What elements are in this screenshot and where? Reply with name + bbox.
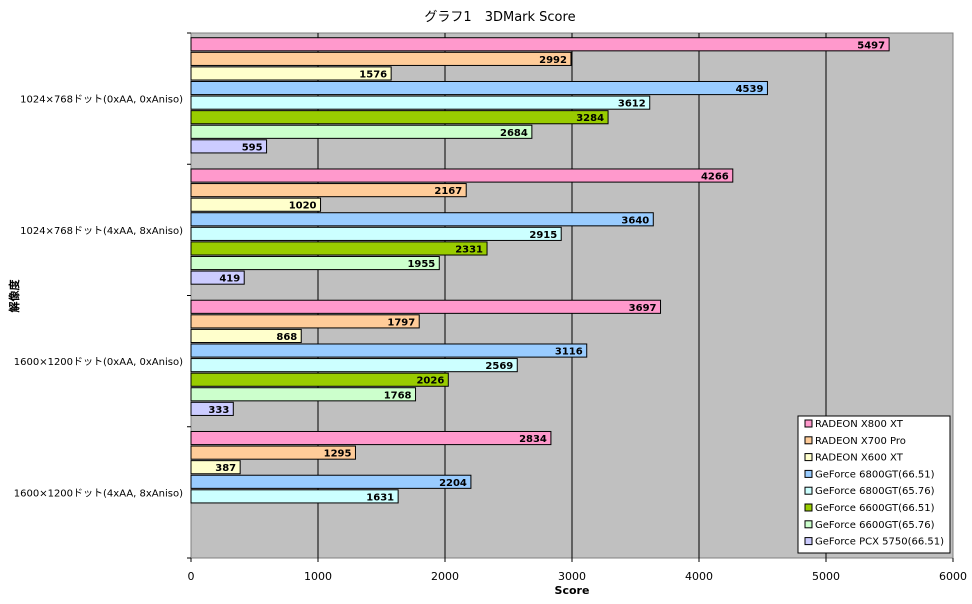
bar-value-label: 4539 (736, 84, 764, 95)
bar-value-label: 333 (208, 405, 229, 416)
bar-value-label: 3116 (555, 347, 583, 358)
legend-label: RADEON X600 XT (815, 453, 904, 464)
legend-swatch (804, 469, 813, 478)
legend-swatch (804, 419, 813, 428)
bar-value-label: 3697 (629, 303, 657, 314)
legend-label: GeForce 6800GT(66.51) (815, 469, 935, 480)
bar (190, 226, 562, 241)
bar (190, 139, 268, 154)
bar-value-label: 5497 (857, 40, 885, 51)
bar (190, 358, 518, 373)
bar-value-label: 1797 (387, 317, 415, 328)
bar (190, 197, 322, 212)
bar-value-label: 1576 (359, 69, 387, 80)
bar (190, 168, 734, 183)
legend-label: GeForce 6600GT(65.76) (815, 520, 935, 531)
bar (190, 314, 420, 329)
bar-value-label: 595 (242, 142, 263, 153)
bar (190, 299, 662, 314)
legend-label: RADEON X800 XT (815, 419, 904, 430)
legend-label: GeForce PCX 5750(66.51) (815, 537, 944, 548)
bar-value-label: 2834 (519, 434, 547, 445)
y-category-label: 1600×1200ドット(0xAA, 0xAniso) (14, 357, 183, 368)
bar (190, 343, 588, 358)
bar (190, 95, 651, 110)
bar (190, 255, 440, 271)
bar-value-label: 1295 (324, 449, 352, 460)
bar-value-label: 2331 (455, 244, 483, 255)
bar (190, 183, 467, 198)
x-tick-label: 6000 (939, 570, 967, 583)
bar (190, 51, 572, 66)
x-tick-label: 3000 (558, 570, 586, 583)
bar (190, 430, 552, 446)
bar-value-label: 2684 (500, 128, 528, 139)
bar (190, 328, 302, 344)
bar-value-label: 1955 (407, 259, 435, 270)
bar-value-label: 387 (215, 463, 236, 474)
bar (190, 124, 533, 139)
bar-value-label: 868 (276, 332, 297, 343)
bar-value-label: 2026 (416, 376, 444, 387)
bar-value-label: 3612 (618, 99, 646, 110)
legend: RADEON X800 XT RADEON X700 Pro RADEON X600… (797, 415, 951, 554)
bar (190, 66, 392, 81)
bar-value-label: 2915 (529, 230, 557, 241)
bars: 5497 2992 1576 4539 3612 3284 2684 595 4266 2167 1… (190, 37, 890, 504)
x-axis-title: Score (555, 584, 590, 597)
bar (190, 445, 356, 460)
y-category-label: 1024×768ドット(4xAA, 8xAniso) (20, 226, 183, 237)
bar (190, 387, 417, 402)
x-axis-ticks: 0 1000 2000 3000 4000 5000 6000 (188, 558, 967, 583)
legend-label: GeForce 6600GT(66.51) (815, 503, 935, 514)
bar (190, 212, 654, 227)
legend-label: GeForce 6800GT(65.76) (815, 486, 935, 497)
bar (190, 372, 449, 387)
bar-value-label: 3284 (576, 113, 604, 124)
x-tick-label: 2000 (431, 570, 459, 583)
legend-swatch (804, 486, 813, 495)
legend-swatch (804, 503, 813, 512)
y-axis-categories: 1024×768ドット(0xAA, 0xAniso) 1024×768ドット(4x… (14, 32, 191, 559)
bar (190, 80, 768, 96)
bar-value-label: 2204 (439, 478, 467, 489)
chart-title: グラフ1 3DMark Score (424, 10, 575, 25)
bar-value-label: 2167 (434, 186, 462, 197)
bar (190, 401, 234, 416)
bar (190, 37, 890, 52)
bar (190, 270, 245, 285)
bar-value-label: 1631 (366, 492, 394, 503)
bar-value-label: 3640 (621, 215, 649, 226)
x-tick-label: 4000 (685, 570, 713, 583)
legend-box (797, 415, 951, 554)
x-tick-label: 5000 (812, 570, 840, 583)
bar-value-label: 2569 (485, 361, 513, 372)
y-category-label: 1600×1200ドット(4xAA, 8xAniso) (14, 488, 183, 499)
bar-value-label: 1020 (289, 201, 317, 212)
y-category-label: 1024×768ドット(0xAA, 0xAniso) (20, 95, 183, 106)
legend-swatch (804, 520, 813, 529)
legend-swatch (804, 436, 813, 445)
bar-value-label: 2992 (539, 55, 567, 66)
y-axis-title: 解像度 (7, 279, 21, 313)
x-tick-label: 1000 (304, 570, 332, 583)
bar (190, 241, 488, 256)
legend-swatch (804, 537, 813, 546)
bar (190, 489, 399, 504)
legend-label: RADEON X700 Pro (815, 436, 906, 447)
bar (190, 474, 472, 489)
bar-value-label: 1768 (384, 390, 412, 401)
legend-swatch (804, 453, 813, 462)
bar (190, 110, 609, 125)
bar-value-label: 4266 (701, 172, 729, 183)
bar (190, 460, 241, 475)
x-tick-label: 0 (188, 570, 195, 583)
bar-value-label: 419 (219, 274, 240, 285)
